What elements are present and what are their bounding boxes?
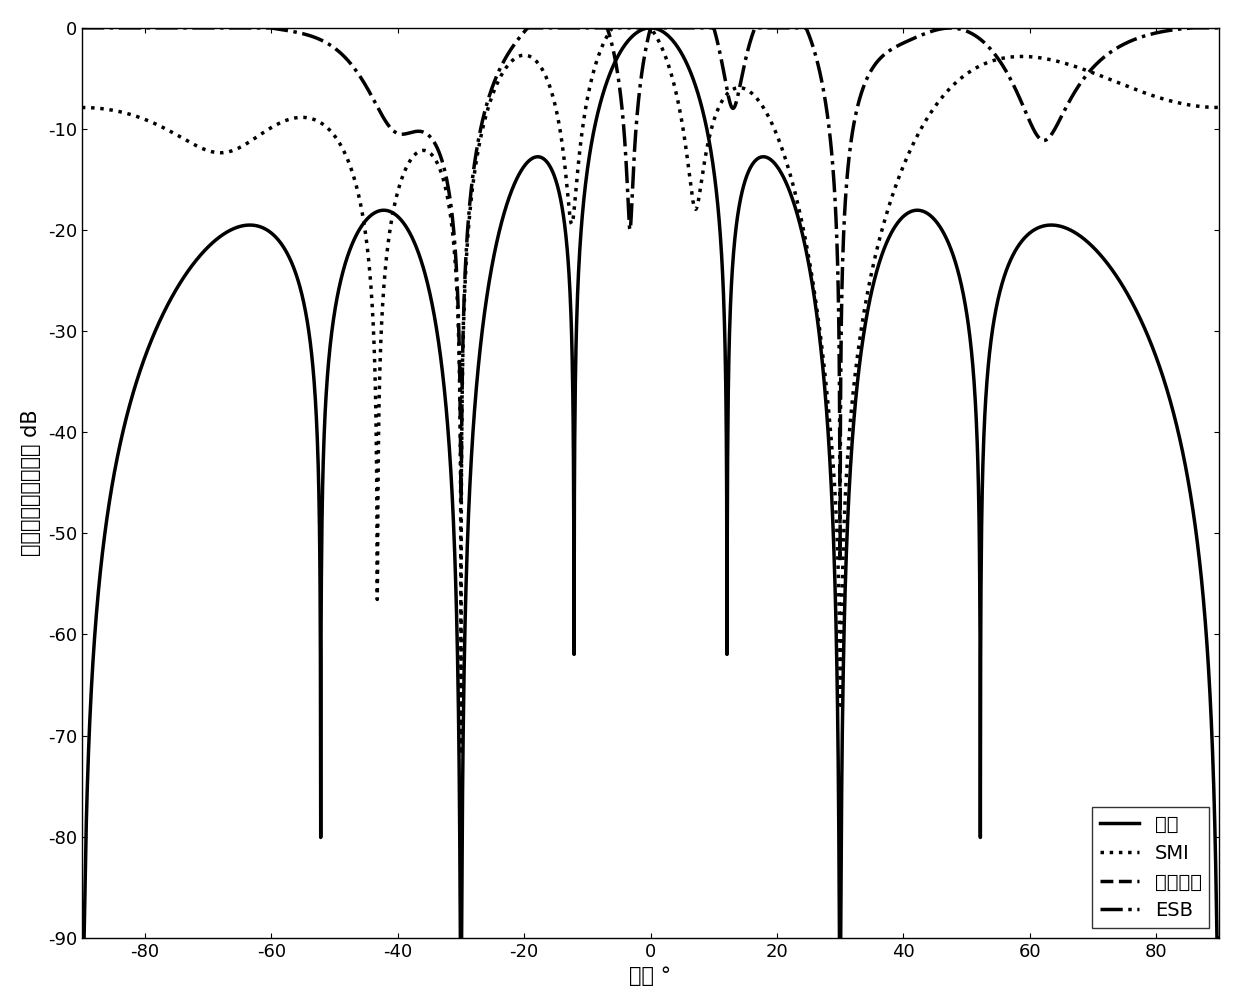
Line: ESB: ESB: [82, 28, 1219, 561]
ESB: [954, 23, 968, 35]
ESB: [428, 138, 443, 150]
ESB: [211, 22, 226, 34]
ESB: [146, 22, 161, 34]
Line: 最优: 最优: [82, 28, 1219, 938]
ESB: [861, 70, 875, 83]
Line: SMI: SMI: [82, 28, 1219, 754]
SMI: [210, 147, 224, 159]
SMI: [74, 102, 89, 114]
SMI: [1211, 102, 1226, 114]
SMI: [454, 748, 469, 760]
SMI: [605, 22, 620, 34]
Legend: 最优, SMI, 所提算法, ESB: 最优, SMI, 所提算法, ESB: [1092, 808, 1209, 928]
ESB: [1211, 22, 1226, 34]
ESB: [74, 22, 89, 34]
最优: [74, 931, 89, 944]
SMI: [861, 283, 875, 295]
最优: [861, 304, 875, 316]
最优: [644, 22, 658, 34]
X-axis label: 角度 °: 角度 °: [630, 966, 672, 986]
SMI: [954, 73, 968, 85]
SMI: [146, 117, 161, 129]
SMI: [211, 147, 226, 159]
最优: [146, 329, 161, 341]
最优: [210, 233, 224, 245]
Y-axis label: 归一化输出功率增益 dB: 归一化输出功率增益 dB: [21, 410, 41, 556]
最优: [428, 316, 443, 328]
ESB: [832, 555, 847, 567]
SMI: [428, 154, 443, 166]
最优: [211, 232, 226, 244]
ESB: [210, 22, 224, 34]
最优: [1211, 931, 1226, 944]
最优: [954, 275, 968, 287]
